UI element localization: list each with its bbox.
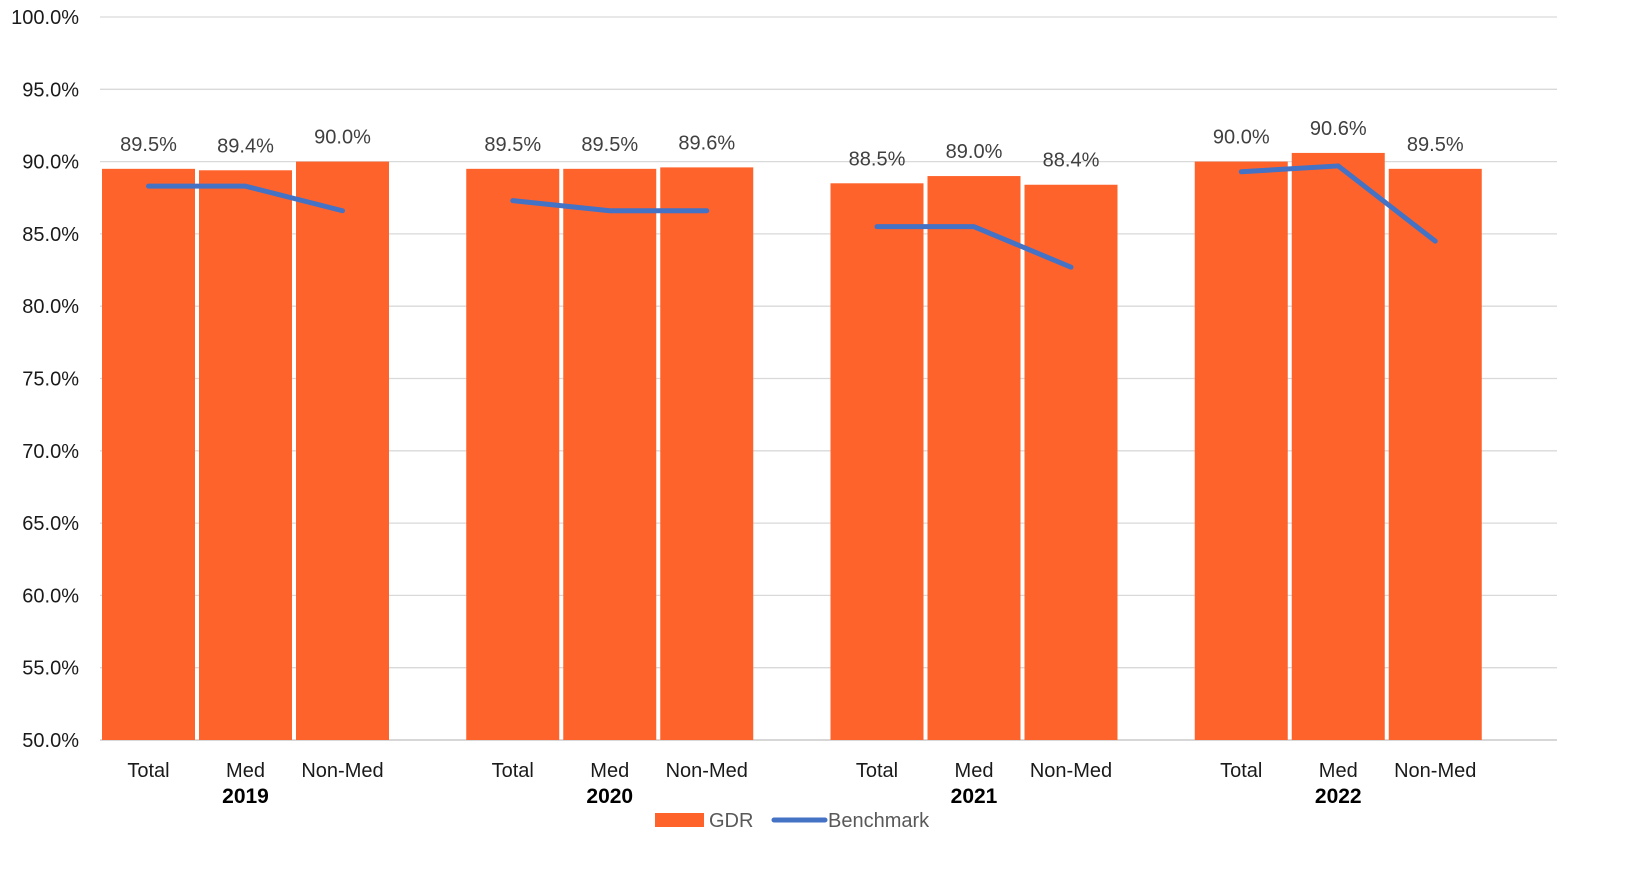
benchmark-line [510,198,710,214]
gdr-bar [563,168,657,740]
x-category-label: Non-Med [1394,760,1476,782]
data-labels: 89.5% 89.4% 90.0% 89.5% 89.5% 89.6% 88.5% 89.0%… [120,118,1464,172]
y-tick-label: 75.0% [22,369,79,391]
y-tick-label: 95.0% [22,79,79,101]
gdr-data-label: 90.0% [1213,127,1270,149]
gdr-data-label: 89.4% [217,135,274,157]
gdr-bar [1388,168,1482,740]
y-tick-label: 65.0% [22,513,79,535]
gdr-bar [660,167,754,740]
gdr-bar [102,168,195,740]
gdr-data-label: 88.4% [1043,150,1100,172]
gdr-data-label: 89.5% [484,134,541,156]
gdr-data-label: 89.0% [946,141,1003,163]
legend-gdr-label: GDR [709,810,753,832]
x-category-label: Med [1319,760,1358,782]
benchmark-line [874,224,1074,270]
gdr-bar [927,176,1021,740]
gdr-bar [466,168,560,740]
gdr-bar [830,183,924,741]
y-tick-label: 60.0% [22,585,79,607]
x-category-label: Non-Med [666,760,748,782]
x-category-label: Total [127,760,169,782]
y-tick-label: 85.0% [22,224,79,246]
gdr-data-label: 89.5% [581,134,638,156]
x-category-label: Med [955,760,994,782]
y-tick-label: 80.0% [22,296,79,318]
x-group-label: 2022 [1315,785,1362,808]
gdr-data-label: 89.5% [120,134,177,156]
gdr-data-label: 90.0% [314,127,371,149]
benchmark-line [1238,163,1438,244]
x-axis-groups: 2019 2020 2021 2022 [222,785,1361,808]
benchmark-line [146,183,345,214]
gdr-bar [199,170,292,740]
y-tick-label: 100.0% [11,7,79,29]
gdr-data-label: 89.5% [1407,134,1464,156]
gdr-bars [102,152,1482,741]
gdr-bar [1024,184,1118,741]
x-category-label: Total [1220,760,1262,782]
x-group-label: 2021 [951,785,998,808]
legend-benchmark-label: Benchmark [828,810,930,832]
x-category-label: Med [590,760,629,782]
y-axis-ticks: 50.0% 55.0% 60.0% 65.0% 70.0% 75.0% 80.0% 85.0%… [11,7,79,752]
y-tick-label: 90.0% [22,152,79,174]
legend-gdr-swatch [655,813,704,827]
x-category-label: Non-Med [301,760,383,782]
gdr-bar [1194,161,1288,741]
y-tick-label: 55.0% [22,658,79,680]
x-category-label: Total [856,760,898,782]
legend: GDR Benchmark [655,810,930,832]
benchmark-lines [146,163,1438,270]
y-tick-label: 50.0% [22,730,79,752]
gdr-data-label: 88.5% [849,148,906,170]
y-tick-label: 70.0% [22,441,79,463]
gdr-bar [296,161,389,741]
x-axis-categories: Total Med Non-Med Total Med Non-Med Total Med No… [127,760,1476,782]
gdr-data-label: 90.6% [1310,118,1367,140]
x-category-label: Non-Med [1030,760,1112,782]
x-group-label: 2020 [586,785,633,808]
gdr-data-label: 89.6% [678,132,735,154]
x-group-label: 2019 [222,785,269,808]
gdr-bar [1291,152,1385,740]
x-category-label: Med [226,760,265,782]
x-category-label: Total [492,760,534,782]
